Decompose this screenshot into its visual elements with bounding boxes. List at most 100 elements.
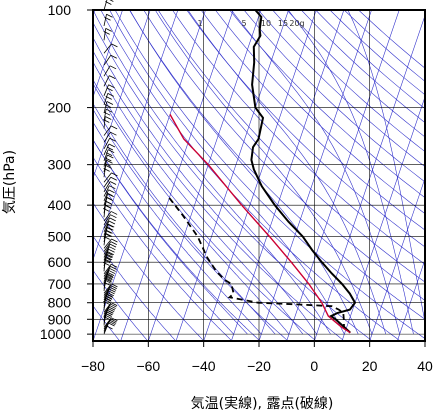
wind-barb-staff xyxy=(103,109,107,122)
wind-barb-flag xyxy=(109,65,117,70)
wind-barb-flag xyxy=(111,317,118,322)
wind-barb-flag xyxy=(111,238,118,243)
wind-barb-flag xyxy=(110,263,118,268)
mixing-ratio-label: 1 xyxy=(197,19,202,28)
wind-barb-flag xyxy=(111,283,118,288)
wind-barb-flag xyxy=(106,325,113,330)
x-tick-label: 20 xyxy=(362,358,378,374)
wind-barb-flag xyxy=(109,288,116,293)
wind-barb-flag xyxy=(104,162,111,167)
wind-barb-staff xyxy=(103,138,111,149)
wind-barb-staff xyxy=(103,279,107,292)
wind-barbs xyxy=(103,0,118,335)
wind-barb-flag xyxy=(103,316,110,320)
wind-barb-flag xyxy=(109,243,117,248)
wind-barb-staff xyxy=(103,285,112,296)
mixing-ratio-label: 10 xyxy=(261,19,271,28)
wind-barb-staff xyxy=(103,298,106,311)
wind-barb-staff xyxy=(103,101,108,114)
isotherm-line xyxy=(148,10,262,341)
y-tick-label: 400 xyxy=(48,197,72,213)
x-tick-label: 40 xyxy=(417,358,433,374)
wind-barb-staff xyxy=(103,217,111,229)
wind-barb-flag xyxy=(106,197,114,202)
moist-adiabat-line xyxy=(93,10,331,335)
dry-adiabat-line xyxy=(143,10,425,301)
dry-adiabat-line xyxy=(258,10,425,167)
wind-barb-flag xyxy=(107,308,115,313)
wind-barb-flag xyxy=(104,16,111,21)
wind-barb-staff xyxy=(103,181,111,193)
temperature-line xyxy=(250,10,357,334)
wind-barb-flag xyxy=(108,270,116,274)
wind-barb-staff xyxy=(103,266,111,277)
wind-barb-flag xyxy=(105,201,113,205)
dry-adiabat-line xyxy=(93,50,345,341)
wind-barb-flag xyxy=(110,318,117,323)
wind-barb-staff xyxy=(103,154,108,167)
wind-barb-flag xyxy=(109,185,116,190)
wind-barb-flag xyxy=(106,87,113,92)
wind-barb-flag xyxy=(110,285,117,289)
isotherm-line xyxy=(341,95,425,341)
wind-barb-flag xyxy=(107,309,114,314)
wind-barb-flag xyxy=(105,95,112,100)
wind-barb-staff xyxy=(103,149,109,161)
wind-barb-flag xyxy=(111,172,118,177)
y-tick-label: 200 xyxy=(48,100,72,116)
dry-adiabat-line xyxy=(272,10,425,152)
moist-adiabat-line xyxy=(93,102,276,335)
y-tick-label: 800 xyxy=(48,295,72,311)
dry-adiabat-line xyxy=(93,305,120,341)
wind-barb-staff xyxy=(103,313,107,326)
wind-barb-staff xyxy=(103,322,109,335)
moist-adiabat-line xyxy=(93,121,262,335)
moist-adiabat-line xyxy=(129,10,359,335)
moist-adiabat-line xyxy=(231,10,400,335)
wind-barb-staff xyxy=(103,193,109,206)
wind-barb-staff xyxy=(103,233,107,246)
wind-barb-flag xyxy=(105,1,112,5)
y-axis-title: 気圧(hPa) xyxy=(2,150,18,214)
wind-barb-staff xyxy=(103,131,111,143)
wind-barb-flag xyxy=(106,253,114,258)
wind-barb-flag xyxy=(105,108,113,113)
wind-barb-staff xyxy=(103,143,110,156)
wind-barb-flag xyxy=(107,154,114,159)
wind-barb-flag xyxy=(110,303,117,308)
dry-adiabat-line xyxy=(229,10,425,198)
wind-barb-flag xyxy=(109,75,116,79)
wind-barb-staff xyxy=(103,116,106,129)
wind-barb-flag xyxy=(105,157,112,162)
x-tick-label: −80 xyxy=(81,358,105,374)
wind-barb-flag xyxy=(110,302,118,306)
wind-barb-flag xyxy=(109,321,116,326)
wind-barb-staff xyxy=(103,75,110,87)
y-tick-label: 300 xyxy=(48,157,72,173)
dewpoint-line xyxy=(168,197,349,334)
dry-adiabat-line xyxy=(172,10,425,265)
isotherm-line xyxy=(93,10,179,261)
wind-barb-staff xyxy=(103,205,106,218)
wind-barb-staff xyxy=(103,264,112,275)
y-tick-label: 900 xyxy=(48,311,72,327)
moist-adiabat-line xyxy=(93,156,234,335)
moist-adiabat-line xyxy=(93,82,290,335)
wind-barb-flag xyxy=(106,276,113,281)
isotherm-line xyxy=(286,10,400,341)
wind-barb-flag xyxy=(109,286,117,291)
wind-barb-staff xyxy=(103,172,112,183)
x-axis-ticks: −80 −60 −40 −20 0 20 40 xyxy=(81,341,433,374)
dry-adiabat-line xyxy=(114,10,425,340)
dry-adiabat-line xyxy=(93,108,289,341)
wind-barb-flag xyxy=(107,149,115,153)
wind-barb-flag xyxy=(109,181,117,185)
isotherm-line xyxy=(203,10,317,341)
wind-barb-flag xyxy=(107,272,115,277)
moist-adiabat-line xyxy=(347,10,425,324)
wind-barb-flag xyxy=(105,256,113,261)
wind-barb-flag xyxy=(107,92,114,97)
wind-barb-flag xyxy=(109,0,114,2)
wind-barb-staff xyxy=(103,214,111,226)
wind-barb-flag xyxy=(105,233,112,237)
